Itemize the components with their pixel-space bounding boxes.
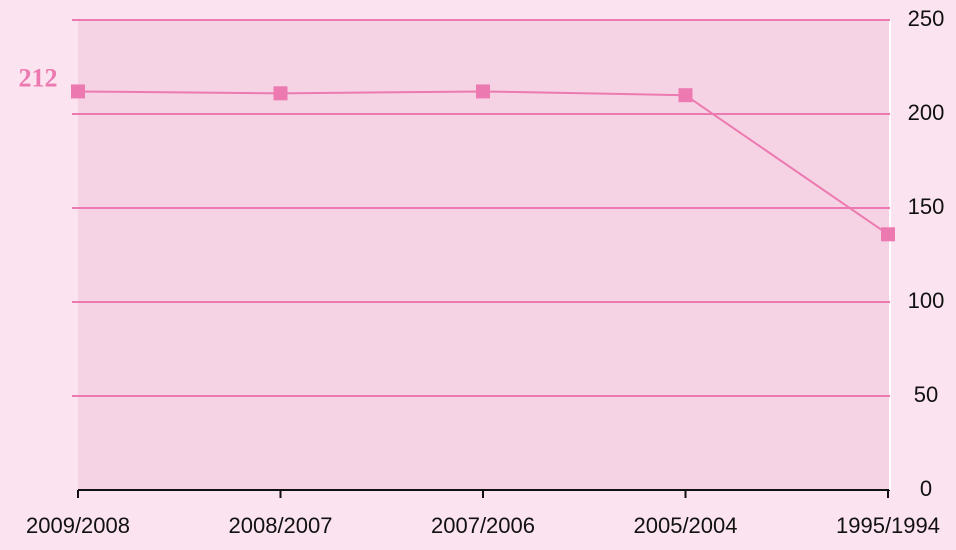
y-tick-label: 50 <box>914 382 938 407</box>
x-tick-label: 2005/2004 <box>634 513 738 538</box>
x-tick-label: 2008/2007 <box>229 513 333 538</box>
marker <box>71 84 85 99</box>
y-tick-label: 250 <box>908 6 945 31</box>
data-label: 212 <box>19 63 58 92</box>
x-tick-label: 2007/2006 <box>431 513 535 538</box>
marker <box>678 88 693 103</box>
marker <box>476 84 490 99</box>
x-tick-label: 1995/1994 <box>836 513 940 538</box>
y-tick-label: 0 <box>920 476 932 501</box>
marker <box>273 86 288 101</box>
marker <box>881 227 895 242</box>
y-tick-label: 100 <box>908 288 945 313</box>
y-tick-label: 200 <box>908 100 945 125</box>
x-tick-label: 2009/2008 <box>26 513 130 538</box>
y-tick-label: 150 <box>908 194 945 219</box>
